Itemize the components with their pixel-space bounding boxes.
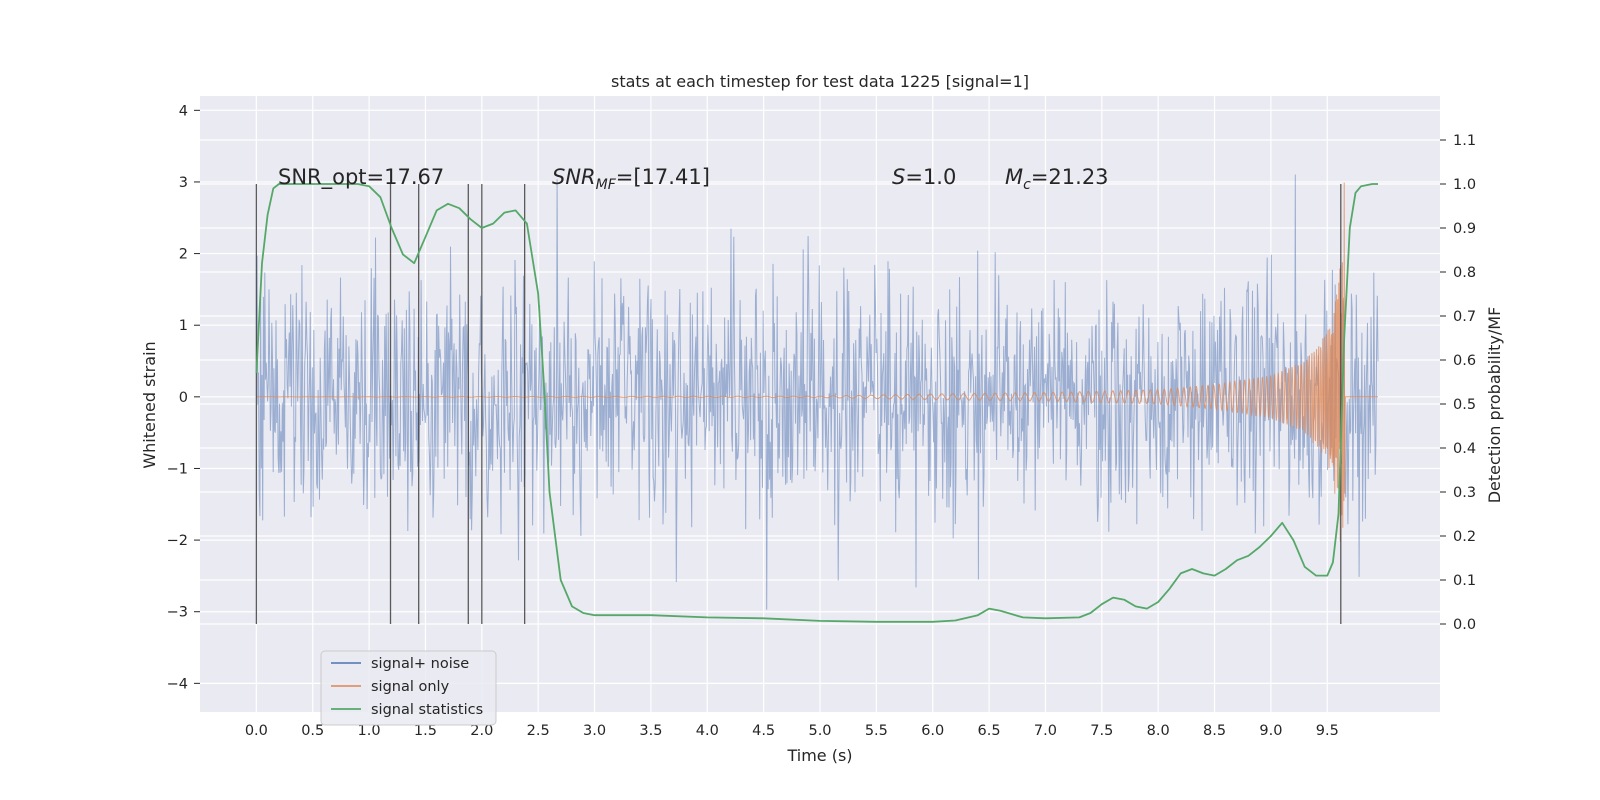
y-right-tick-label: 0.7 [1453, 309, 1476, 325]
y-right-tick-label: 0.0 [1453, 617, 1476, 633]
x-tick-label: 6.0 [921, 723, 944, 739]
y-right-tick-label: 0.1 [1453, 573, 1476, 589]
x-tick-label: 4.5 [752, 723, 775, 739]
y-axis-label: Whitened strain [140, 341, 159, 468]
x-tick-label: 0.5 [301, 723, 324, 739]
y-right-tick-label: 1.1 [1453, 133, 1476, 149]
legend-label-noise: signal+ noise [371, 656, 469, 672]
y-right-tick-label: 0.2 [1453, 529, 1476, 545]
signal-only-series [256, 182, 1378, 542]
x-tick-label: 1.5 [414, 723, 437, 739]
legend-box [320, 650, 497, 726]
legend-label-statistics: signal statistics [371, 702, 483, 718]
x-tick-label: 8.5 [1203, 723, 1226, 739]
x-tick-label: 1.0 [358, 723, 381, 739]
annotation-s-value: =1.0 [905, 165, 956, 189]
y-tick-label: 1 [179, 318, 188, 334]
y-right-tick-label: 0.5 [1453, 397, 1476, 413]
x-tick-label: 2.0 [470, 723, 493, 739]
signal-noise-line [255, 174, 1379, 610]
x-tick-label: 7.0 [1034, 723, 1057, 739]
y-right-tick-label: 0.4 [1453, 441, 1476, 457]
annotation-mc-value: =21.23 [1031, 165, 1109, 189]
signal-noise-series [255, 174, 1379, 610]
vertical-markers [255, 184, 1342, 624]
x-tick-label: 3.5 [639, 723, 662, 739]
y-tick-label: 4 [179, 103, 188, 119]
annotation-snr-mf-sub: MF [596, 177, 617, 193]
y-right-tick-label: 0.9 [1453, 221, 1476, 237]
chart-title: stats at each timestep for test data 122… [611, 72, 1029, 91]
x-tick-label: 2.5 [527, 723, 550, 739]
x-tick-label: 4.0 [696, 723, 719, 739]
y-tick-label: −4 [167, 676, 188, 692]
signal-only-line [256, 182, 1378, 542]
x-axis-label: Time (s) [786, 746, 852, 765]
legend: signal+ noise signal only signal statist… [320, 650, 497, 726]
y-tick-label: −2 [167, 533, 188, 549]
y-tick-label: 2 [179, 247, 188, 263]
annotation-snr-mf-prefix: SNR [552, 165, 596, 189]
annotation-mc-sub: c [1023, 177, 1031, 193]
x-tick-label: 0.0 [245, 723, 268, 739]
tick-labels: 0.0 0.5 1.0 1.5 2.0 2.5 3.0 3.5 4.0 4.5 5.0 5.5 6.0 6… [167, 103, 1476, 739]
x-tick-label: 5.0 [808, 723, 831, 739]
y-axis-right-label: Detection probability/MF [1485, 307, 1504, 504]
signal-statistics-series [255, 183, 1378, 623]
y-right-tick-label: 0.3 [1453, 485, 1476, 501]
x-tick-label: 9.0 [1259, 723, 1282, 739]
signal-statistics-line [255, 183, 1378, 623]
x-tick-label: 5.5 [865, 723, 888, 739]
annotation-mc: Mc=21.23 [1005, 165, 1109, 193]
y-tick-label: −1 [167, 461, 188, 477]
x-tick-label: 7.5 [1090, 723, 1113, 739]
annotation-snr-mf-value: =[17.41] [616, 165, 710, 189]
annotation-snr-opt: SNR_opt=17.67 [278, 165, 444, 190]
y-tick-label: 3 [179, 175, 188, 191]
x-tick-label: 8.0 [1147, 723, 1170, 739]
y-right-tick-label: 1.0 [1453, 177, 1476, 193]
x-tick-label: 6.5 [978, 723, 1001, 739]
y-right-tick-label: 0.8 [1453, 265, 1476, 281]
y-tick-label: −3 [167, 605, 188, 621]
y-tick-label: 0 [179, 390, 188, 406]
grid [200, 96, 1440, 712]
y-right-tick-label: 0.6 [1453, 353, 1476, 369]
legend-label-signal: signal only [371, 679, 450, 695]
annotation-snr-mf: SNRMF=[17.41] [552, 165, 710, 193]
x-tick-label: 3.0 [583, 723, 606, 739]
annotation-s-label: S [892, 165, 905, 189]
annotation-s: S=1.0 [892, 165, 956, 189]
x-tick-label: 9.5 [1316, 723, 1339, 739]
annotation-mc-label: M [1005, 165, 1023, 189]
